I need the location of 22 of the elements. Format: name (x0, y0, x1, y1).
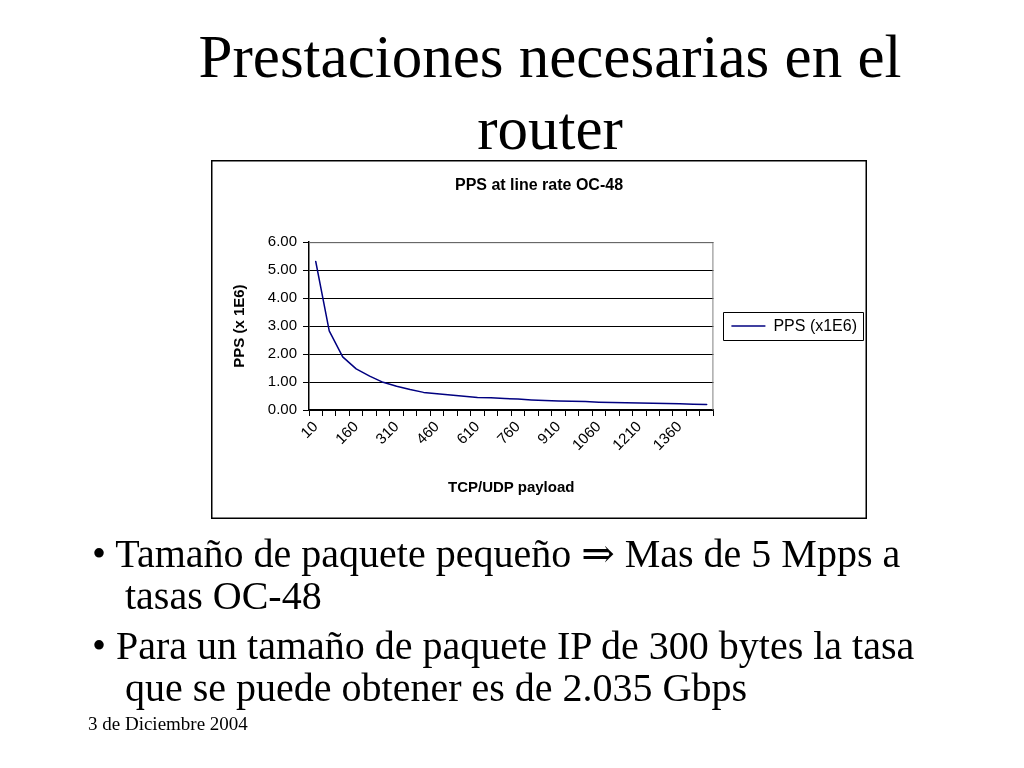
x-tick-label: 910 (533, 417, 564, 448)
y-tick-label: 4.00 (267, 288, 297, 306)
x-axis-title: TCP/UDP payload (448, 478, 575, 496)
y-tick-label: 0.00 (267, 400, 297, 418)
legend-label: PPS (x1E6) (773, 316, 858, 334)
x-tick-label: 610 (452, 417, 483, 448)
x-tick-label: 310 (371, 417, 402, 448)
y-tick-label: 2.00 (267, 344, 297, 362)
y-tick-label: 1.00 (267, 372, 297, 390)
text: • Para un tamaño de paquete IP de 300 bytes la tasa que se puede obtener es de 2.035 Gbps (92, 623, 916, 710)
y-tick-label: 3.00 (267, 316, 297, 334)
chart-title: Prestaciones necesarias en el router (197, 22, 903, 164)
y-axis-title: PPS (x 1E6) (230, 284, 248, 368)
x-tick-label: 10 (296, 417, 321, 442)
text: 3 de Diciembre 2004 (88, 713, 248, 735)
x-tick-label: 760 (493, 417, 523, 448)
x-tick-label: 460 (412, 417, 443, 448)
y-tick-label: 5.00 (267, 260, 297, 278)
x-tick-label: 160 (331, 417, 362, 448)
chart-subtitle: PPS at line rate OC-48 (454, 176, 624, 194)
y-tick-label: 6.00 (267, 232, 297, 250)
text: • Tamaño de paquete pequeño ⇒ Mas de 5 Mpps a tasas OC-48 (92, 531, 902, 618)
